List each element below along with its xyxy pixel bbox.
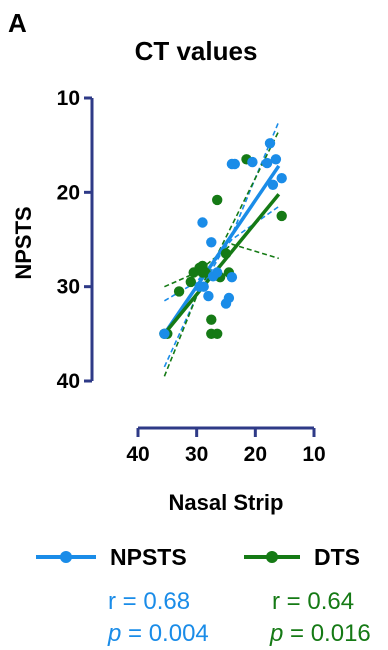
- dts-point: [276, 210, 287, 222]
- npsts-point: [270, 154, 282, 165]
- x-tick-label: 10: [302, 443, 325, 466]
- y-tick-label: 10: [57, 87, 80, 110]
- dts-r-value: r = 0.64: [272, 588, 354, 615]
- panel-letter: A: [8, 8, 27, 38]
- x-tick-label: 20: [244, 443, 267, 466]
- y-tick-label: 30: [57, 276, 80, 299]
- npsts-point: [267, 179, 279, 190]
- npsts-p-number: = 0.004: [121, 620, 208, 647]
- npsts-point: [247, 156, 258, 168]
- npsts-point: [212, 267, 223, 278]
- y-tick-label: 40: [57, 370, 80, 393]
- dts-p-number: = 0.016: [283, 620, 370, 647]
- npsts-point: [197, 217, 208, 228]
- dts-point: [212, 328, 223, 339]
- dts-upper-band: [163, 130, 280, 377]
- npsts-point: [206, 237, 217, 248]
- npsts-r-value: r = 0.68: [108, 588, 190, 615]
- chart-title: CT values: [135, 36, 258, 66]
- stats-dts: r = 0.64 p = 0.016: [269, 588, 371, 647]
- stats-npsts: r = 0.68 p = 0.004: [107, 588, 209, 647]
- npsts-p-symbol: p: [107, 620, 121, 647]
- npsts-point: [226, 272, 238, 283]
- y-axis: 10 20 30 40: [57, 87, 94, 393]
- regression-lines: [162, 164, 281, 335]
- npsts-point: [261, 157, 273, 169]
- dts-point: [173, 286, 185, 297]
- dts-point: [185, 276, 196, 288]
- x-tick-label: 30: [185, 443, 208, 466]
- dts-point: [220, 248, 232, 259]
- npsts-point: [223, 292, 235, 304]
- dts-p-value: p = 0.016: [269, 620, 371, 647]
- dts-point: [206, 314, 217, 325]
- npsts-point: [203, 290, 214, 302]
- npsts-point: [264, 138, 276, 149]
- legend-npsts-marker: [60, 551, 72, 563]
- dts-regression-line: [163, 193, 281, 335]
- x-axis-label: Nasal Strip: [169, 490, 284, 515]
- npsts-upper-band: [163, 121, 280, 368]
- npsts-point: [198, 281, 209, 292]
- npsts-p-value: p = 0.004: [107, 620, 209, 647]
- npsts-point: [226, 158, 238, 170]
- legend-dts-marker: [266, 551, 278, 563]
- legend-dts-label: DTS: [314, 544, 360, 570]
- dts-point: [212, 194, 223, 206]
- dts-p-symbol: p: [269, 620, 283, 647]
- npsts-point: [159, 328, 170, 339]
- legend-npsts-label: NPSTS: [110, 544, 187, 570]
- y-axis-label: NPSTS: [11, 206, 36, 279]
- npsts-regression-line: [162, 164, 281, 335]
- x-tick-label: 40: [126, 443, 149, 466]
- npsts-point: [276, 173, 287, 184]
- legend: NPSTS DTS: [36, 544, 360, 570]
- x-axis: 40 30 20 10: [126, 426, 326, 466]
- y-tick-label: 20: [57, 181, 80, 204]
- data-points: [159, 138, 287, 339]
